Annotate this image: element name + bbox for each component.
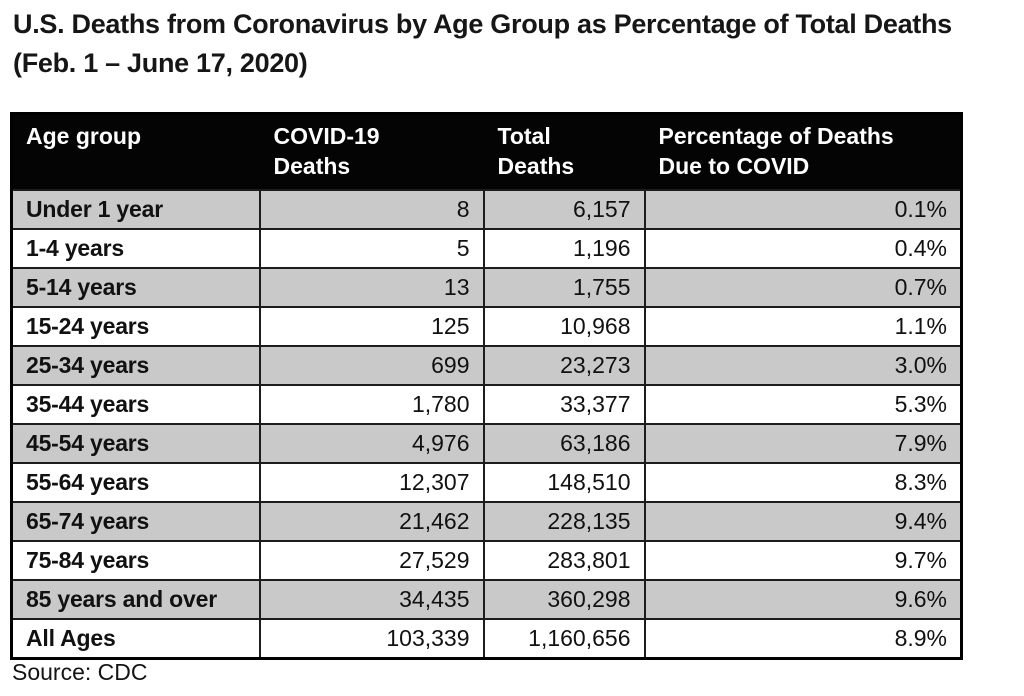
covid-deaths-cell: 4,976 (258, 423, 485, 464)
table-row: 1-4 years 5 1,196 0.4% (10, 228, 963, 269)
table-row: 15-24 years 125 10,968 1.1% (10, 306, 963, 347)
header-row: Age group COVID-19 Deaths Total Deaths P… (10, 112, 963, 191)
total-deaths-cell: 1,755 (482, 267, 646, 308)
total-deaths-cell: 360,298 (482, 579, 646, 620)
age-cell: 55-64 years (10, 462, 261, 503)
table-row: 45-54 years 4,976 63,186 7.9% (10, 423, 963, 464)
total-deaths-cell: 283,801 (482, 540, 646, 581)
total-deaths-cell: 10,968 (482, 306, 646, 347)
total-deaths-cell: 228,135 (482, 501, 646, 542)
covid-deaths-cell: 27,529 (258, 540, 485, 581)
age-cell: 5-14 years (10, 267, 261, 308)
table-row: All Ages 103,339 1,160,656 8.9% (10, 618, 963, 660)
covid-deaths-cell: 21,462 (258, 501, 485, 542)
pct-cell: 3.0% (643, 345, 963, 386)
covid-deaths-cell: 8 (258, 189, 485, 230)
age-cell: 1-4 years (10, 228, 261, 269)
pct-cell: 7.9% (643, 423, 963, 464)
pct-cell: 0.7% (643, 267, 963, 308)
table-row: 75-84 years 27,529 283,801 9.7% (10, 540, 963, 581)
header-cell-covid-deaths: COVID-19 Deaths (258, 112, 485, 191)
age-cell: 75-84 years (10, 540, 261, 581)
pct-cell: 1.1% (643, 306, 963, 347)
total-deaths-cell: 23,273 (482, 345, 646, 386)
chart-title: U.S. Deaths from Coronavirus by Age Grou… (13, 5, 1018, 83)
age-cell: 45-54 years (10, 423, 261, 464)
age-cell: 65-74 years (10, 501, 261, 542)
table-row: 25-34 years 699 23,273 3.0% (10, 345, 963, 386)
pct-cell: 8.3% (643, 462, 963, 503)
covid-deaths-cell: 103,339 (258, 618, 485, 660)
table-row: 35-44 years 1,780 33,377 5.3% (10, 384, 963, 425)
table-body: Under 1 year 8 6,157 0.1% 1-4 years 5 1,… (10, 189, 963, 660)
total-deaths-cell: 33,377 (482, 384, 646, 425)
covid-deaths-cell: 1,780 (258, 384, 485, 425)
total-deaths-cell: 148,510 (482, 462, 646, 503)
deaths-by-age-table: Age group COVID-19 Deaths Total Deaths P… (10, 112, 963, 660)
age-cell: All Ages (10, 618, 261, 660)
age-cell: 85 years and over (10, 579, 261, 620)
pct-cell: 9.4% (643, 501, 963, 542)
age-cell: 25-34 years (10, 345, 261, 386)
table-row: 55-64 years 12,307 148,510 8.3% (10, 462, 963, 503)
pct-cell: 9.6% (643, 579, 963, 620)
chart-title-line1: U.S. Deaths from Coronavirus by Age Grou… (13, 9, 952, 39)
table-row: 65-74 years 21,462 228,135 9.4% (10, 501, 963, 542)
covid-deaths-cell: 34,435 (258, 579, 485, 620)
header-cell-age-group: Age group (10, 112, 261, 191)
table-row: 85 years and over 34,435 360,298 9.6% (10, 579, 963, 620)
total-deaths-cell: 6,157 (482, 189, 646, 230)
covid-deaths-cell: 699 (258, 345, 485, 386)
total-deaths-cell: 1,160,656 (482, 618, 646, 660)
total-deaths-cell: 1,196 (482, 228, 646, 269)
pct-cell: 8.9% (643, 618, 963, 660)
chart-title-line2: (Feb. 1 – June 17, 2020) (13, 48, 308, 78)
header-cell-pct-deaths: Percentage of Deaths Due to COVID (643, 112, 963, 191)
table-row: Under 1 year 8 6,157 0.1% (10, 189, 963, 230)
age-cell: Under 1 year (10, 189, 261, 230)
table-row: 5-14 years 13 1,755 0.7% (10, 267, 963, 308)
header-cell-total-deaths: Total Deaths (482, 112, 646, 191)
covid-deaths-cell: 13 (258, 267, 485, 308)
total-deaths-cell: 63,186 (482, 423, 646, 464)
age-cell: 15-24 years (10, 306, 261, 347)
covid-deaths-cell: 5 (258, 228, 485, 269)
covid-deaths-cell: 125 (258, 306, 485, 347)
pct-cell: 0.4% (643, 228, 963, 269)
age-cell: 35-44 years (10, 384, 261, 425)
pct-cell: 0.1% (643, 189, 963, 230)
pct-cell: 5.3% (643, 384, 963, 425)
covid-deaths-cell: 12,307 (258, 462, 485, 503)
table-header: Age group COVID-19 Deaths Total Deaths P… (10, 112, 963, 191)
source-attribution: Source: CDC (12, 659, 148, 685)
pct-cell: 9.7% (643, 540, 963, 581)
